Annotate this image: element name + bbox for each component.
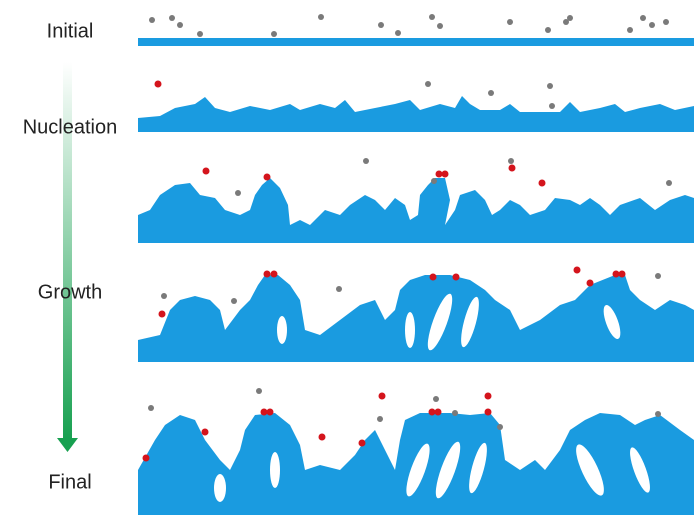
stage-label: Nucleation [23, 116, 118, 138]
panel-nucleation [138, 81, 694, 133]
stage-label: Growth [38, 281, 102, 303]
stage-label: Initial [47, 20, 94, 42]
panel-final [138, 388, 694, 515]
stage-label: Final [48, 471, 91, 493]
panel-growth-early [138, 158, 694, 243]
panel-initial [138, 14, 694, 46]
panel-growth [138, 267, 694, 363]
figure: Initial Nucleation Growth Final [0, 0, 694, 518]
